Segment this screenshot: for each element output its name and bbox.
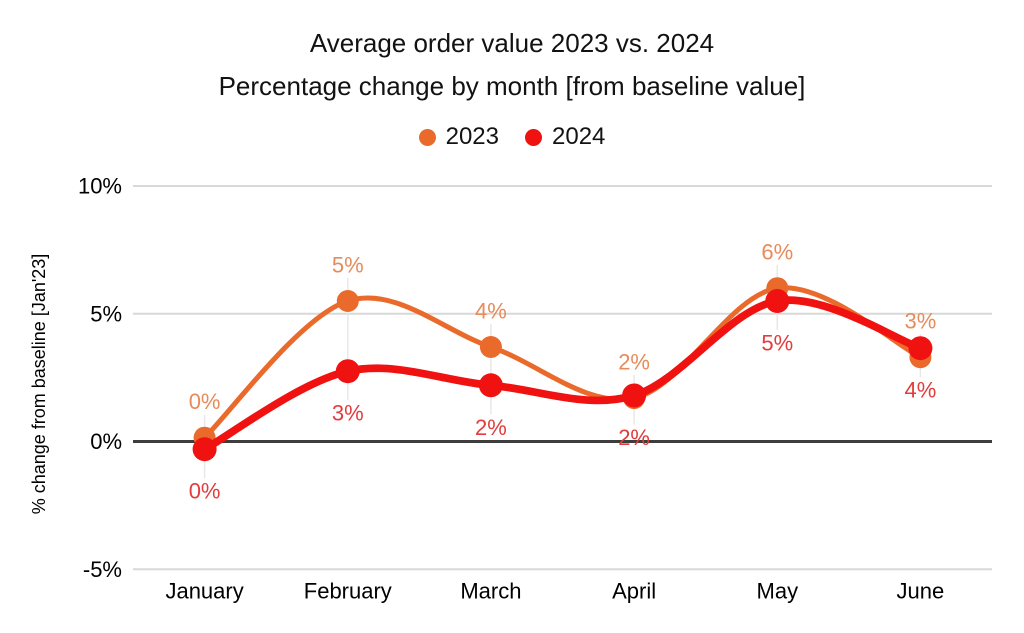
chart-title: Average order value 2023 vs. 2024 bbox=[309, 28, 715, 58]
2024-point-february bbox=[335, 359, 360, 384]
y-tick-10%: 10% bbox=[78, 174, 122, 199]
2024-value-label-march: 2% bbox=[475, 415, 507, 440]
chart-legend: 2023 2024 bbox=[0, 123, 1024, 151]
legend-dot-icon bbox=[525, 128, 542, 146]
2023-value-label-june: 3% bbox=[905, 309, 937, 334]
x-tick-june: June bbox=[897, 579, 945, 604]
chart-subtitle: Percentage change by month [from baselin… bbox=[218, 71, 806, 101]
x-tick-february: February bbox=[304, 579, 392, 604]
y-tick-5%: 5% bbox=[90, 301, 122, 326]
legend-item-2024: 2024 bbox=[525, 123, 605, 151]
series-line-2024 bbox=[200, 296, 925, 454]
legend-label: 2023 bbox=[445, 123, 499, 150]
2024-value-label-june: 4% bbox=[905, 378, 937, 403]
x-tick-april: April bbox=[612, 579, 656, 604]
series-line-2023 bbox=[202, 285, 923, 441]
2023-value-label-march: 4% bbox=[475, 299, 507, 324]
2023-point-february bbox=[336, 290, 359, 312]
2024-value-label-april: 2% bbox=[618, 425, 650, 450]
2024-value-label-january: 0% bbox=[189, 479, 221, 504]
2024-point-january bbox=[192, 437, 217, 462]
x-tick-may: May bbox=[757, 579, 799, 604]
y-axis-title: % change from baseline [Jan'23] bbox=[29, 254, 49, 515]
2024-value-label-may: 5% bbox=[761, 331, 793, 356]
legend-dot-icon bbox=[418, 128, 436, 146]
2024-value-label-february: 3% bbox=[332, 401, 364, 426]
2024-point-march bbox=[478, 373, 503, 398]
y-tick--5%: -5% bbox=[83, 557, 122, 582]
2023-point-march bbox=[479, 336, 502, 358]
x-tick-march: March bbox=[460, 579, 521, 604]
2024-point-may bbox=[765, 289, 790, 313]
2023-value-label-may: 6% bbox=[761, 240, 793, 265]
2023-value-label-january: 0% bbox=[189, 389, 221, 414]
2024-point-april bbox=[622, 383, 647, 408]
x-tick-january: January bbox=[165, 579, 243, 604]
2023-value-label-february: 5% bbox=[332, 253, 364, 278]
legend-item-2023: 2023 bbox=[418, 123, 499, 151]
2023-value-label-april: 2% bbox=[618, 350, 650, 375]
legend-label: 2024 bbox=[552, 123, 606, 150]
2024-point-june bbox=[908, 336, 933, 361]
y-tick-0%: 0% bbox=[90, 429, 122, 454]
